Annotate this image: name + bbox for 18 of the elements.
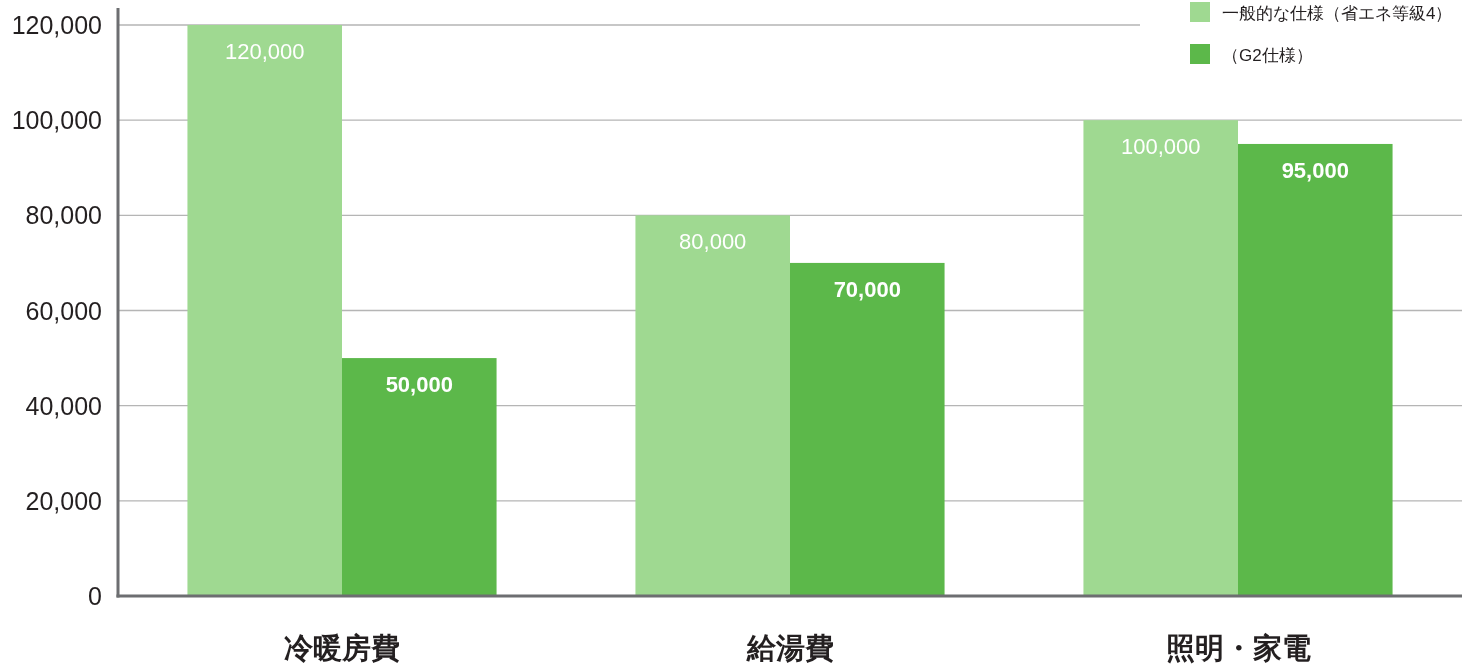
legend-label: 一般的な仕様（省エネ等級4） [1222,4,1453,23]
data-label: 70,000 [833,276,901,302]
ytick: 100,000 [11,106,102,135]
data-label: 95,000 [1281,157,1349,183]
xtick: 照明・家電 [1165,632,1311,664]
ytick: 60,000 [25,296,102,325]
data-label: 100,000 [1120,134,1201,160]
data-label: 120,000 [224,39,305,64]
ytick: 20,000 [25,486,102,515]
data-label: 80,000 [679,229,747,255]
ytick: 80,000 [25,201,102,230]
xtick: 給湯費 [746,632,834,664]
ytick: 0 [88,582,102,610]
data-label: 50,000 [385,372,453,398]
ytick: 120,000 [11,11,102,39]
legend-label: （G2仕様） [1222,46,1313,65]
ytick: 40,000 [25,391,102,420]
xtick: 冷暖房費 [284,632,400,664]
